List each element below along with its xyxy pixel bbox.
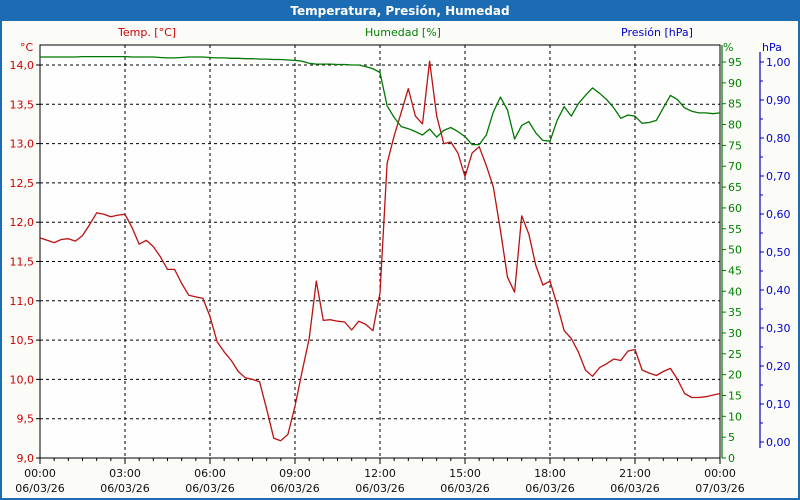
x-date-label: 06/03/26 bbox=[100, 482, 149, 495]
pressure-tick-label: 0,20 bbox=[766, 360, 791, 373]
x-date-label: 07/03/26 bbox=[695, 482, 744, 495]
x-time-label: 03:00 bbox=[109, 467, 141, 480]
temp-tick-label: 11,0 bbox=[10, 295, 35, 308]
x-time-label: 21:00 bbox=[619, 467, 651, 480]
humidity-tick-label: 50 bbox=[728, 244, 742, 257]
humidity-series-line bbox=[40, 55, 721, 146]
title-bar: Temperatura, Presión, Humedad bbox=[2, 2, 798, 21]
pressure-tick-label: 0,50 bbox=[766, 246, 791, 259]
pressure-tick-label: 0,70 bbox=[766, 170, 791, 183]
pressure-tick-label: 0,00 bbox=[766, 436, 791, 449]
humidity-tick-label: 20 bbox=[728, 369, 742, 382]
x-time-label: 00:00 bbox=[704, 467, 736, 480]
pressure-tick-label: 0,80 bbox=[766, 132, 791, 145]
temp-tick-label: 13,5 bbox=[10, 98, 35, 111]
humidity-tick-label: 5 bbox=[728, 431, 735, 444]
humidity-tick-label: 55 bbox=[728, 223, 742, 236]
humidity-tick-label: 15 bbox=[728, 389, 742, 402]
humidity-tick-label: 80 bbox=[728, 119, 742, 132]
x-time-label: 09:00 bbox=[279, 467, 311, 480]
humidity-tick-label: 70 bbox=[728, 160, 742, 173]
x-date-label: 06/03/26 bbox=[185, 482, 234, 495]
humidity-axis-unit: % bbox=[723, 41, 734, 54]
pressure-tick-label: 0,30 bbox=[766, 322, 791, 335]
x-date-label: 06/03/26 bbox=[440, 482, 489, 495]
pressure-tick-label: 1,00 bbox=[766, 56, 791, 69]
humidity-tick-label: 85 bbox=[728, 98, 742, 111]
humidity-tick-label: 65 bbox=[728, 181, 742, 194]
temp-tick-label: 10,5 bbox=[10, 334, 35, 347]
temp-tick-label: 13,0 bbox=[10, 138, 35, 151]
humidity-tick-label: 45 bbox=[728, 264, 742, 277]
humidity-tick-label: 0 bbox=[728, 452, 735, 465]
humidity-tick-label: 60 bbox=[728, 202, 742, 215]
x-time-label: 15:00 bbox=[449, 467, 481, 480]
temp-tick-label: 11,5 bbox=[10, 256, 35, 269]
temp-tick-label: 9,0 bbox=[17, 452, 35, 465]
x-time-label: 12:00 bbox=[364, 467, 396, 480]
legend-pressure: Presión [hPa] bbox=[621, 26, 693, 39]
x-time-label: 00:00 bbox=[24, 467, 56, 480]
pressure-tick-label: 0,10 bbox=[766, 398, 791, 411]
humidity-tick-label: 95 bbox=[728, 56, 742, 69]
x-date-label: 06/03/26 bbox=[610, 482, 659, 495]
window-title: Temperatura, Presión, Humedad bbox=[290, 4, 510, 18]
temp-tick-label: 12,5 bbox=[10, 177, 35, 190]
pressure-tick-label: 0,90 bbox=[766, 94, 791, 107]
temp-axis-unit: °C bbox=[20, 41, 34, 54]
x-date-label: 06/03/26 bbox=[355, 482, 404, 495]
humidity-tick-label: 30 bbox=[728, 327, 742, 340]
x-time-label: 18:00 bbox=[534, 467, 566, 480]
humidity-tick-label: 10 bbox=[728, 410, 742, 423]
temp-tick-label: 14,0 bbox=[10, 59, 35, 72]
humidity-tick-label: 75 bbox=[728, 139, 742, 152]
humidity-tick-label: 90 bbox=[728, 77, 742, 90]
x-date-label: 06/03/26 bbox=[15, 482, 64, 495]
x-date-label: 06/03/26 bbox=[525, 482, 574, 495]
legend-temperature: Temp. [°C] bbox=[118, 26, 177, 39]
temp-series-line bbox=[39, 60, 721, 442]
x-time-label: 06:00 bbox=[194, 467, 226, 480]
humidity-tick-label: 35 bbox=[728, 306, 742, 319]
temp-tick-label: 10,0 bbox=[10, 373, 35, 386]
humidity-tick-label: 40 bbox=[728, 285, 742, 298]
pressure-axis-unit: hPa bbox=[762, 41, 782, 54]
pressure-tick-label: 0,40 bbox=[766, 284, 791, 297]
humidity-tick-label: 25 bbox=[728, 348, 742, 361]
x-date-label: 06/03/26 bbox=[270, 482, 319, 495]
legend-humidity: Humedad [%] bbox=[365, 26, 441, 39]
pressure-tick-label: 0,60 bbox=[766, 208, 791, 221]
temp-tick-label: 12,0 bbox=[10, 216, 35, 229]
temp-tick-label: 9,5 bbox=[17, 413, 35, 426]
